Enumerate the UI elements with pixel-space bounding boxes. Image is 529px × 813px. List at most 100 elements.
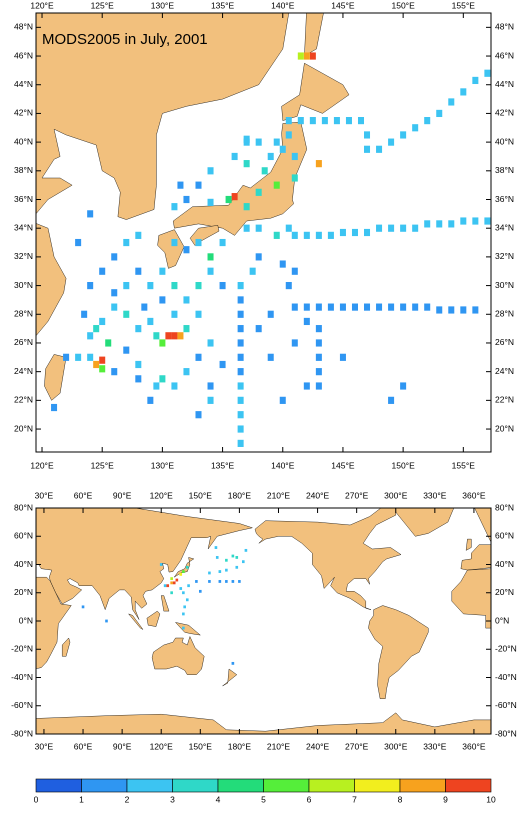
observation-cell xyxy=(235,565,239,569)
y-tick-label: 30°N xyxy=(14,280,33,290)
observation-cell xyxy=(218,580,222,583)
observation-cell xyxy=(87,281,94,290)
observation-cell xyxy=(315,353,322,361)
y-tick-label: -40°N xyxy=(495,672,517,682)
observation-cell xyxy=(237,325,244,333)
y-tick-label: -40°N xyxy=(11,672,33,682)
observation-cell xyxy=(153,382,160,390)
y-tick-label: 40°N xyxy=(495,559,514,569)
map-title: MODS2005 in July, 2001 xyxy=(42,31,208,48)
observation-cell xyxy=(309,117,316,125)
x-tick-label: 120°E xyxy=(30,460,54,470)
observation-cell xyxy=(159,563,163,566)
x-tick-label: 60°E xyxy=(74,490,93,500)
observation-cell xyxy=(195,580,198,583)
land xyxy=(254,508,402,610)
colorbar-label: 7 xyxy=(352,794,357,804)
x-tick-label: 150°E xyxy=(391,460,415,470)
x-tick-label: 150°E xyxy=(391,0,415,10)
observation-cell xyxy=(166,584,170,588)
observation-cell xyxy=(297,117,304,125)
observation-cell xyxy=(237,425,244,433)
observation-cell xyxy=(237,382,244,390)
observation-cell xyxy=(207,198,214,206)
x-tick-label: 145°E xyxy=(331,0,355,10)
y-tick-label: 42°N xyxy=(14,108,33,118)
observation-cell xyxy=(195,310,202,318)
observation-cell xyxy=(135,231,142,239)
observation-cell xyxy=(364,131,371,139)
observation-cell xyxy=(207,396,214,404)
observation-cell xyxy=(255,253,262,261)
observation-cell xyxy=(171,238,178,247)
land xyxy=(44,354,67,401)
colorbar-label: 6 xyxy=(307,794,312,804)
observation-cell xyxy=(303,317,310,326)
y-tick-label: 24°N xyxy=(495,366,514,376)
observation-cell xyxy=(267,353,274,361)
x-tick-label: 60°E xyxy=(74,741,93,751)
observation-cell xyxy=(267,152,274,161)
colorbar-box xyxy=(81,778,128,793)
y-tick-label: 20°N xyxy=(14,423,33,433)
observation-cell xyxy=(147,317,154,326)
observation-cell xyxy=(170,591,173,595)
y-tick-label: -20°N xyxy=(11,644,33,654)
observation-cell xyxy=(207,382,214,390)
observation-cell xyxy=(179,572,183,576)
observation-cell xyxy=(231,193,238,201)
y-tick-label: 22°N xyxy=(14,395,33,405)
observation-cell xyxy=(315,368,322,376)
observation-cell xyxy=(291,231,298,239)
observation-cell xyxy=(183,296,190,304)
observation-cell xyxy=(351,303,358,311)
observation-cell xyxy=(183,605,186,609)
observation-cell xyxy=(179,587,183,590)
y-tick-label: 80°N xyxy=(14,502,33,512)
observation-cell xyxy=(219,281,226,290)
observation-cell xyxy=(218,570,222,573)
y-tick-label: 60°N xyxy=(495,531,514,541)
observation-cell xyxy=(99,356,106,364)
colorbar-box xyxy=(217,778,264,793)
colorbar-label: 8 xyxy=(398,794,403,804)
observation-cell xyxy=(436,306,443,314)
observation-cell xyxy=(123,238,130,247)
observation-cell xyxy=(303,382,310,390)
observation-cell xyxy=(237,310,244,318)
x-tick-label: 210°E xyxy=(267,741,291,751)
observation-cell xyxy=(285,281,292,290)
y-tick-label: 80°N xyxy=(495,502,514,512)
observation-cell xyxy=(207,253,214,261)
x-tick-label: 330°E xyxy=(423,490,447,500)
colorbar-box xyxy=(308,778,355,793)
observation-cell xyxy=(171,310,178,318)
observation-cell xyxy=(291,174,298,182)
y-tick-label: 42°N xyxy=(495,108,514,118)
x-tick-label: 120°E xyxy=(150,741,174,751)
observation-cell xyxy=(285,224,292,232)
observation-cell xyxy=(376,224,383,232)
x-tick-label: 135°E xyxy=(211,0,235,10)
bottom-land xyxy=(36,508,491,734)
observation-cell xyxy=(279,145,286,153)
x-tick-label: 180°E xyxy=(228,490,252,500)
observation-cell xyxy=(291,152,298,161)
observation-cell xyxy=(153,332,160,340)
colorbar-label: 9 xyxy=(443,794,448,804)
observation-cell xyxy=(105,619,108,623)
observation-cell xyxy=(273,231,280,239)
observation-cell xyxy=(237,368,244,376)
y-tick-label: 20°N xyxy=(14,587,33,597)
observation-cell xyxy=(261,167,268,175)
observation-cell xyxy=(135,375,142,383)
colorbar-label: 2 xyxy=(125,794,130,804)
observation-cell xyxy=(51,403,58,412)
x-tick-label: 135°E xyxy=(211,460,235,470)
observation-cell xyxy=(364,303,371,311)
observation-cell xyxy=(297,52,304,60)
y-tick-label: 46°N xyxy=(14,50,33,60)
observation-cell xyxy=(255,188,262,196)
y-tick-label: -60°N xyxy=(11,700,33,710)
x-tick-label: 30°E xyxy=(35,741,54,751)
